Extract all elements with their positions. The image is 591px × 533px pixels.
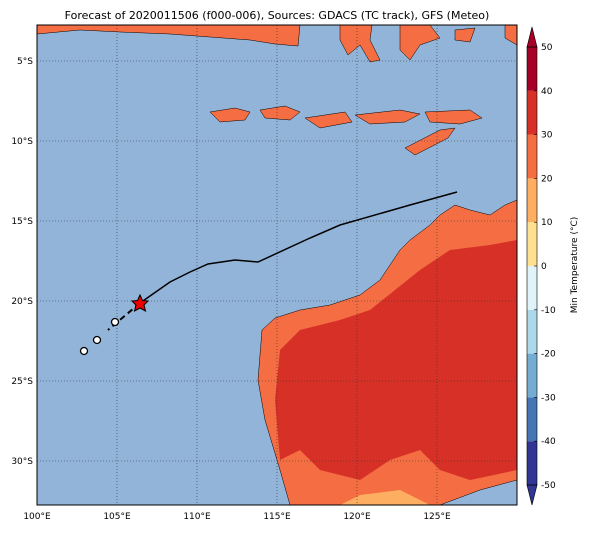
title: Forecast of 2020011506 (f000-006), Sourc… — [65, 9, 490, 22]
lon-label: 110°E — [183, 512, 211, 522]
colorbar-tick-label: 50 — [541, 43, 553, 53]
colorbar-tick-label: 30 — [541, 131, 553, 141]
warm-region — [275, 240, 517, 480]
colorbar-band — [527, 90, 537, 135]
storm-symbol — [79, 346, 89, 356]
colorbar-tick-label: 40 — [541, 87, 553, 97]
colorbar-tick-label: -30 — [541, 393, 556, 403]
colorbar-band — [527, 309, 537, 354]
colorbar-band — [527, 397, 537, 442]
map-frame — [36, 24, 518, 506]
colorbar-band — [527, 134, 537, 179]
cool-region — [340, 490, 430, 505]
colorbar-tick-label: 10 — [541, 218, 553, 228]
storm-symbol — [110, 317, 120, 327]
lon-label: 100°E — [23, 512, 51, 522]
lon-label: 120°E — [343, 512, 371, 522]
colorbar-tick-label: 0 — [541, 262, 547, 272]
lat-label: 20°S — [11, 297, 33, 307]
colorbar-tick-label: 20 — [541, 174, 553, 184]
colorbar-label: Min Temperature (°C) — [570, 217, 580, 314]
storm-symbol — [92, 335, 102, 345]
lon-label: 125°E — [423, 512, 451, 522]
colorbar-band — [527, 222, 537, 266]
lat-label: 5°S — [17, 57, 33, 67]
colorbar-extend-low — [526, 484, 538, 506]
colorbar-band — [527, 353, 537, 398]
track-line — [139, 191, 458, 304]
colorbar: -50 -40 -30 -20 -10 0 10 20 30 40 50 — [526, 26, 556, 506]
colorbar-tick-label: -20 — [541, 350, 556, 360]
colorbar-band — [527, 266, 537, 310]
lon-label: 115°E — [263, 512, 291, 522]
lat-label: 10°S — [11, 137, 33, 147]
current-position — [130, 293, 150, 312]
colorbar-tick-label: -40 — [541, 437, 556, 447]
colorbar-band — [527, 441, 537, 485]
lat-label: 25°S — [11, 377, 33, 387]
colorbar-extend-high — [526, 26, 538, 48]
lon-label: 105°E — [103, 512, 131, 522]
colorbar-band — [527, 178, 537, 223]
colorbar-tick-label: -10 — [541, 306, 556, 316]
cyclone-track — [79, 191, 458, 356]
colorbar-band — [527, 47, 537, 91]
lat-label: 15°S — [11, 217, 33, 227]
lat-label: 30°S — [11, 457, 33, 467]
map — [36, 24, 518, 506]
colorbar-tick-label: -50 — [541, 481, 556, 491]
